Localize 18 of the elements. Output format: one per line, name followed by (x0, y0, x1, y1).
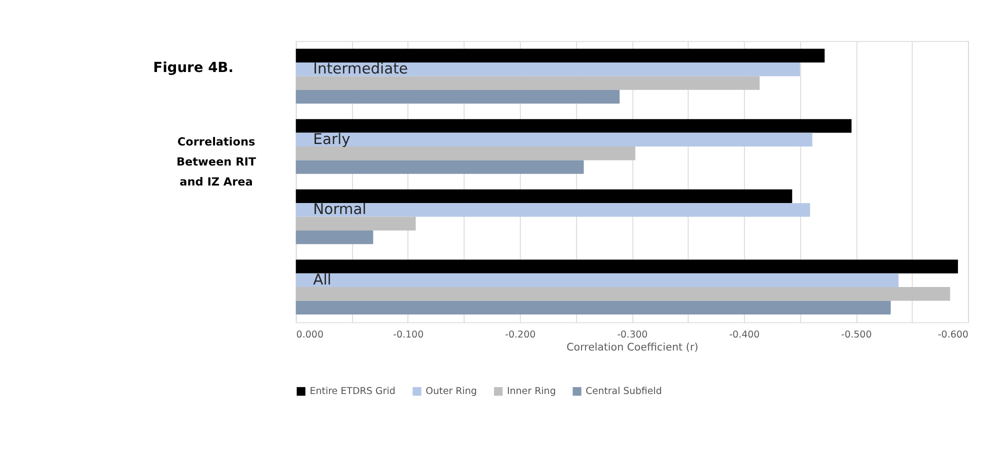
y-tick-label: Intermediate (313, 60, 408, 78)
y-tick-label: Normal (313, 201, 366, 218)
x-tick-label: -0.400 (729, 329, 760, 340)
x-tick-label: 0.000 (296, 329, 324, 340)
legend-label: Outer Ring (426, 386, 477, 398)
x-tick-label: -0.500 (841, 329, 872, 340)
x-tick-label: -0.100 (393, 329, 424, 340)
legend-label: Entire ETDRS Grid (310, 386, 396, 398)
x-tick-label: -0.600 (938, 329, 968, 340)
text: Figure 4B. (153, 60, 234, 76)
x-tick-label: -0.200 (505, 329, 536, 340)
x-tick-label: -0.300 (617, 329, 648, 340)
x-axis-title: Correlation Coefficient (r) (566, 341, 698, 354)
text: Correlations Between RIT and IZ Area (176, 136, 256, 189)
y-tick-label: Early (313, 130, 351, 148)
legend-label: Central Subfield (586, 386, 662, 398)
legend-label: Inner Ring (506, 386, 556, 398)
y-tick-label: All (313, 271, 332, 288)
